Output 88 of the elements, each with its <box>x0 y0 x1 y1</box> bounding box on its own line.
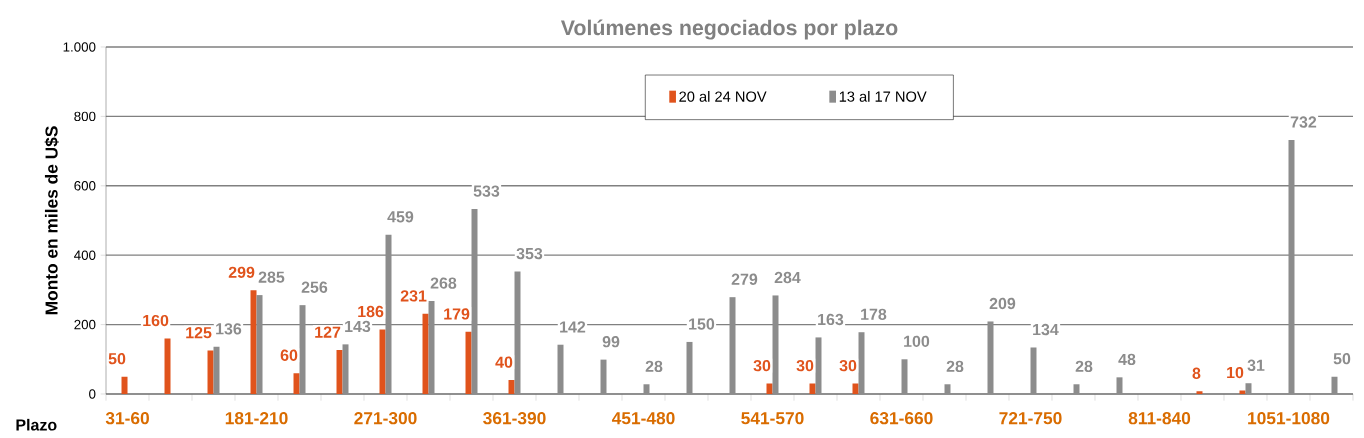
bar <box>600 359 607 394</box>
bar <box>164 338 171 394</box>
bar <box>1245 383 1252 394</box>
bar <box>1196 391 1203 394</box>
x-tick-label: 451-480 <box>611 412 675 425</box>
data-label: 127 <box>315 326 341 338</box>
x-tick-label: 811-840 <box>1128 412 1191 425</box>
data-label: 256 <box>301 281 328 293</box>
data-label: 732 <box>1290 116 1317 128</box>
bar <box>809 383 816 394</box>
x-tick-label: 1051-1080 <box>1248 412 1330 425</box>
bar <box>852 383 859 394</box>
y-tick-label: 1.000 <box>63 42 96 52</box>
data-label: 163 <box>818 313 844 326</box>
data-label: 533 <box>473 185 500 197</box>
x-tick-label: 31-60 <box>105 412 149 425</box>
bar <box>557 344 564 394</box>
data-label: 268 <box>430 277 457 289</box>
bar <box>207 350 214 394</box>
bar <box>465 331 472 394</box>
data-label: 30 <box>796 359 814 372</box>
data-label: 28 <box>645 360 663 372</box>
data-label: 150 <box>689 318 715 330</box>
bar <box>250 290 257 394</box>
x-tick-label: 361-390 <box>483 412 546 425</box>
data-label: 60 <box>280 349 298 361</box>
data-label: 30 <box>839 359 857 372</box>
x-axis-title: Plazo <box>16 418 57 431</box>
y-tick-label: 0 <box>89 389 96 399</box>
data-label: 28 <box>1075 360 1093 372</box>
bar <box>643 384 650 394</box>
bar <box>766 383 773 394</box>
legend-label: 13 al 17 NOV <box>839 91 927 102</box>
data-label: 99 <box>602 336 620 348</box>
bar <box>213 346 220 394</box>
data-label: 143 <box>345 320 371 333</box>
bar <box>1073 384 1080 394</box>
y-tick-label: 600 <box>74 181 96 191</box>
data-label: 178 <box>861 308 887 320</box>
data-label: 8 <box>1192 367 1201 379</box>
bar <box>1116 377 1123 394</box>
data-label: 284 <box>774 271 801 284</box>
bar <box>379 329 386 394</box>
bar <box>293 373 300 394</box>
y-tick-label: 400 <box>74 250 96 260</box>
data-label: 100 <box>904 335 930 348</box>
chart-title: Volúmenes negociados por plazo <box>560 19 898 40</box>
data-label: 125 <box>186 327 212 339</box>
data-label: 30 <box>753 359 771 372</box>
bar <box>336 349 343 394</box>
bar <box>901 359 908 394</box>
data-label: 459 <box>387 211 414 223</box>
bar <box>1331 376 1338 394</box>
x-tick-label: 271-300 <box>354 412 417 425</box>
x-tick-label: 181-210 <box>225 412 288 425</box>
data-label: 186 <box>358 305 384 318</box>
data-label: 353 <box>516 247 543 260</box>
data-label: 299 <box>228 266 255 278</box>
data-label: 50 <box>1333 353 1351 365</box>
bar <box>422 313 429 394</box>
data-label: 134 <box>1033 323 1059 336</box>
bar <box>686 341 693 394</box>
data-label: 179 <box>444 308 470 320</box>
data-label: 279 <box>731 273 758 285</box>
data-label: 28 <box>946 360 964 372</box>
data-label: 48 <box>1118 353 1136 366</box>
bar <box>121 376 128 394</box>
y-axis-title: Monto en miles de U$S <box>44 126 59 315</box>
data-label: 136 <box>216 323 242 335</box>
y-tick-label: 200 <box>74 319 96 330</box>
bar <box>508 380 515 394</box>
data-label: 285 <box>258 271 285 283</box>
data-label: 160 <box>143 314 169 327</box>
data-label: 10 <box>1227 366 1244 379</box>
legend-label: 20 al 24 NOV <box>679 91 767 102</box>
data-label: 209 <box>989 297 1016 310</box>
data-label: 142 <box>560 321 586 333</box>
x-tick-label: 721-750 <box>999 412 1062 425</box>
data-label: 40 <box>495 356 513 368</box>
bar <box>815 337 822 394</box>
data-label: 31 <box>1247 359 1265 371</box>
data-label: 231 <box>400 290 427 302</box>
bar <box>342 344 349 394</box>
data-label: 50 <box>108 353 126 365</box>
x-tick-label: 541-570 <box>741 412 804 425</box>
y-tick-label: 800 <box>74 111 96 122</box>
x-tick-label: 631-660 <box>870 412 933 425</box>
bar <box>944 384 951 394</box>
